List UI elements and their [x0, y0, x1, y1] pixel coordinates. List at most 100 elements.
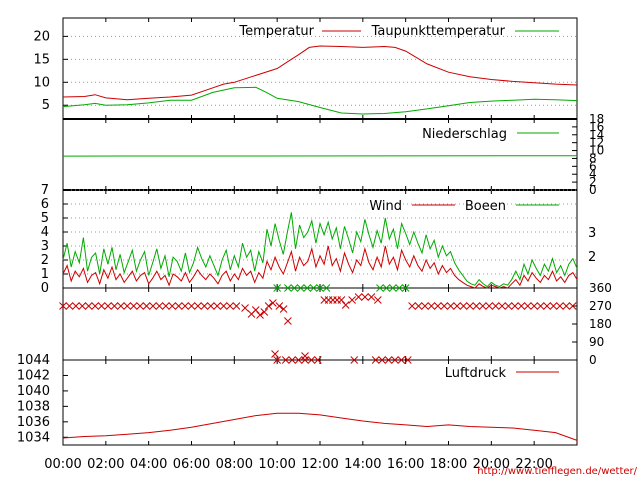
- x-tick-label: 08:00: [216, 457, 253, 472]
- x-tick-label: 14:00: [344, 457, 381, 472]
- direction-mark: [371, 356, 380, 364]
- direction-mark: [288, 356, 297, 364]
- x-tick-label: 18:00: [430, 457, 467, 472]
- direction-mark: [260, 308, 269, 316]
- y-tick-label: 1038: [17, 399, 50, 414]
- x-tick-label: 10:00: [258, 457, 295, 472]
- direction-mark: [290, 284, 299, 292]
- direction-mark: [395, 284, 404, 292]
- direction-mark: [269, 299, 277, 307]
- y-tick-label: 1040: [17, 384, 50, 399]
- direction-mark: [273, 356, 282, 364]
- direction-mark: [485, 302, 494, 310]
- direction-mark: [504, 302, 513, 310]
- direction-mark: [271, 350, 279, 358]
- direction-mark: [350, 356, 359, 364]
- series-line-temperatur: [62, 45, 578, 101]
- y-tick-label: 5: [42, 98, 50, 113]
- direction-mark: [491, 302, 500, 310]
- direction-mark: [136, 302, 144, 310]
- direction-mark: [478, 302, 487, 310]
- direction-mark: [378, 356, 386, 364]
- direction-mark: [367, 293, 376, 301]
- direction-mark: [376, 284, 384, 292]
- y-tick-label: 3: [41, 239, 49, 254]
- direction-mark: [123, 302, 132, 310]
- legend-label: Luftdruck: [445, 366, 507, 381]
- y-tick-label: 8: [589, 151, 597, 165]
- direction-mark: [91, 302, 99, 310]
- direction-mark: [523, 302, 532, 310]
- direction-mark: [446, 302, 455, 310]
- legend-label: Temperatur: [238, 24, 314, 39]
- right-axis-label: 2: [588, 250, 596, 265]
- direction-mark: [384, 356, 393, 364]
- y-tick-label: 5: [41, 211, 49, 226]
- direction-mark: [168, 302, 177, 310]
- direction-mark: [562, 302, 571, 310]
- direction-mark: [226, 302, 234, 310]
- direction-mark: [517, 302, 526, 310]
- direction-mark: [472, 302, 481, 310]
- direction-mark: [459, 302, 468, 310]
- y-tick-label: 18: [589, 112, 604, 126]
- legend-label: Taupunkttemperatur: [371, 24, 506, 39]
- series-line-wind: [62, 245, 578, 289]
- direction-mark: [251, 306, 260, 314]
- y-tick-label: 1: [41, 267, 49, 282]
- direction-mark: [536, 302, 545, 310]
- direction-mark: [174, 302, 183, 310]
- direction-mark: [373, 296, 382, 304]
- direction-mark: [543, 302, 551, 310]
- y-tick-label: 14: [589, 128, 604, 142]
- direction-mark: [391, 356, 399, 364]
- direction-mark: [440, 302, 449, 310]
- direction-mark: [161, 302, 170, 310]
- direction-mark: [307, 356, 316, 364]
- direction-mark: [284, 317, 292, 325]
- direction-mark: [322, 284, 331, 292]
- direction-mark: [403, 356, 412, 364]
- direction-mark: [309, 284, 318, 292]
- legend-label: Wind: [369, 199, 402, 214]
- x-tick-label: 16:00: [387, 457, 424, 472]
- y-tick-label: 6: [41, 197, 49, 212]
- direction-mark: [348, 296, 356, 304]
- direction-mark: [232, 302, 241, 310]
- y-tick-label: 1034: [17, 430, 50, 445]
- direction-mark: [97, 302, 106, 310]
- direction-mark: [65, 302, 74, 310]
- direction-mark: [213, 302, 222, 310]
- direction-mark: [264, 302, 273, 310]
- y-tick-label: 2: [589, 175, 597, 189]
- direction-mark: [337, 296, 346, 304]
- y-tick-label: 12: [589, 136, 604, 150]
- x-tick-label: 22:00: [515, 457, 552, 472]
- direction-mark: [110, 302, 119, 310]
- direction-mark: [256, 311, 264, 319]
- y-tick-label: 1042: [17, 368, 50, 383]
- direction-mark: [206, 302, 215, 310]
- direction-mark: [382, 284, 391, 292]
- direction-mark: [241, 304, 249, 312]
- direction-mark: [187, 302, 196, 310]
- y-tick-label: 2: [41, 253, 49, 268]
- y-tick-label: 15: [33, 52, 50, 67]
- direction-mark: [414, 302, 423, 310]
- y-tick-label: 6: [589, 159, 597, 173]
- x-tick-label: 04:00: [130, 457, 167, 472]
- direction-mark: [301, 352, 309, 360]
- direction-mark: [181, 302, 189, 310]
- direction-mark: [361, 293, 369, 301]
- right-axis-label: 3: [588, 226, 596, 241]
- direction-mark: [549, 302, 558, 310]
- direction-mark: [194, 302, 202, 310]
- direction-mark: [388, 284, 397, 292]
- y-tick-label: 360: [589, 281, 612, 295]
- x-tick-label: 00:00: [44, 457, 81, 472]
- direction-mark: [104, 302, 112, 310]
- y-tick-label: 0: [589, 353, 597, 367]
- series-line-taupunkt: [62, 86, 578, 115]
- direction-mark: [116, 302, 125, 310]
